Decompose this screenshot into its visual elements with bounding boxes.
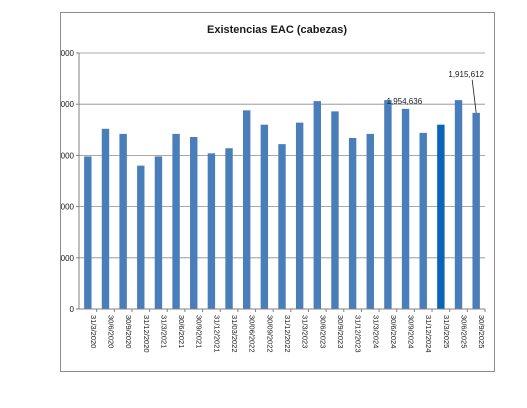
y-tick-label: 500,000 — [61, 254, 75, 263]
bar — [137, 165, 145, 309]
x-tick-label: 30/06/2022 — [248, 315, 257, 353]
bar — [190, 136, 198, 309]
y-tick-label: 1,500,000 — [61, 151, 75, 160]
chart-title: Existencias EAC (cabezas) — [207, 24, 347, 36]
x-tick-label: 30/9/2024 — [407, 315, 416, 348]
x-tick-labels: 31/3/2020 30/6/2020 30/9/2020 31/12/2020 31/… — [89, 309, 486, 353]
x-tick-label: 31/3/2023 — [301, 315, 310, 348]
bar — [313, 101, 322, 310]
bar — [331, 111, 339, 309]
bar — [207, 153, 216, 309]
x-tick-label: 30/6/2020 — [106, 315, 115, 348]
data-label: 1,915,612 — [448, 70, 484, 79]
bar — [437, 124, 445, 310]
bar — [260, 124, 269, 310]
y-tick-labels: 0 500,000 1,000,000 1,500,000 2,000,000 2,500… — [61, 49, 79, 314]
x-tick-label: 31/3/2025 — [442, 315, 451, 348]
x-tick-label: 31/3/2024 — [371, 315, 380, 348]
x-tick-label: 31/03/2022 — [230, 315, 239, 353]
bar — [419, 132, 427, 309]
bar — [242, 110, 251, 310]
x-tick-label: 31/12/2024 — [424, 315, 433, 353]
y-tick-label: 0 — [70, 305, 75, 314]
data-label-leader — [471, 79, 477, 113]
x-tick-label: 30/09/2022 — [265, 315, 274, 353]
bar — [295, 122, 304, 309]
x-tick-label: 30/9/2025 — [477, 315, 486, 348]
data-labels: 1,954,636 1,915,612 — [387, 70, 485, 113]
bar — [172, 133, 180, 309]
chart-frame: Existencias EAC (cabezas) 0 500,000 1,000,… — [60, 12, 495, 372]
bar — [101, 128, 110, 309]
bar — [384, 100, 392, 309]
bar — [84, 156, 92, 309]
data-label: 1,954,636 — [387, 97, 423, 106]
x-tick-label: 31/12/2021 — [212, 315, 221, 353]
x-tick-label: 30/6/2023 — [318, 315, 327, 348]
x-tick-label: 31/3/2020 — [89, 315, 98, 348]
x-tick-label: 30/9/2023 — [336, 315, 345, 348]
bar — [366, 133, 374, 309]
bar — [278, 144, 286, 309]
x-tick-label: 31/12/2022 — [283, 315, 292, 353]
x-tick-label: 30/9/2021 — [195, 315, 204, 348]
bar — [225, 148, 233, 309]
bar — [401, 108, 410, 309]
bar — [454, 100, 463, 309]
x-tick-label: 31/12/2020 — [142, 315, 151, 353]
y-tick-label: 2,000,000 — [61, 100, 75, 109]
x-tick-label: 30/6/2024 — [389, 315, 398, 348]
bar — [154, 156, 163, 309]
bar — [348, 137, 357, 309]
bar — [119, 133, 127, 309]
x-tick-label: 30/6/2021 — [177, 315, 186, 348]
bar-chart: Existencias EAC (cabezas) 0 500,000 1,000,… — [61, 24, 486, 353]
y-tick-label: 1,000,000 — [61, 203, 75, 212]
axes — [78, 53, 485, 310]
bar — [472, 112, 480, 309]
y-tick-label: 2,500,000 — [61, 49, 75, 58]
x-tick-label: 31/3/2021 — [159, 315, 168, 348]
bars — [84, 100, 480, 310]
x-tick-label: 30/6/2025 — [460, 315, 469, 348]
x-tick-label: 31/12/2023 — [354, 315, 363, 353]
x-tick-label: 30/9/2020 — [124, 315, 133, 348]
